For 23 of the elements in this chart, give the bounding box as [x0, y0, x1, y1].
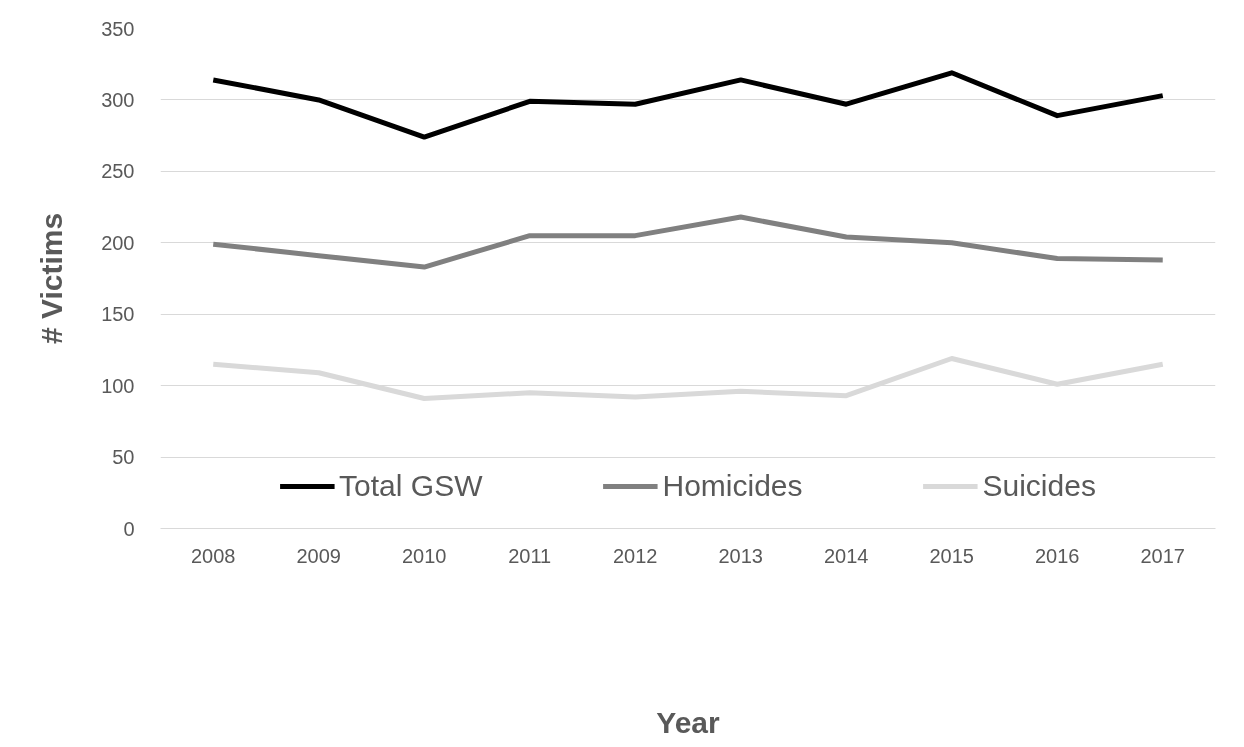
y-tick-label: 100	[101, 374, 135, 397]
x-tick-label: 2010	[402, 544, 447, 567]
x-tick-label: 2015	[929, 544, 974, 567]
y-tick-label: 50	[112, 446, 135, 469]
x-tick-label: 2016	[1035, 544, 1080, 567]
y-tick-label: 150	[101, 303, 135, 326]
y-tick-label: 300	[101, 88, 135, 111]
x-tick-label: 2012	[613, 544, 658, 567]
legend-label: Suicides	[982, 469, 1096, 503]
y-tick-label: 200	[101, 231, 135, 254]
x-tick-label: 2011	[508, 544, 552, 567]
x-axis-title: Year	[656, 705, 721, 739]
legend-label: Homicides	[662, 469, 803, 503]
y-tick-label: 250	[101, 160, 135, 183]
x-tick-label: 2008	[191, 544, 236, 567]
legend-label: Total GSW	[339, 469, 483, 503]
y-axis-title: # Victims	[35, 212, 69, 345]
x-tick-label: 2017	[1140, 544, 1185, 567]
y-tick-label: 350	[101, 17, 135, 40]
x-tick-label: 2013	[718, 544, 763, 567]
x-tick-label: 2009	[296, 544, 341, 567]
y-tick-label: 0	[123, 517, 135, 540]
x-tick-label: 2014	[824, 544, 869, 567]
